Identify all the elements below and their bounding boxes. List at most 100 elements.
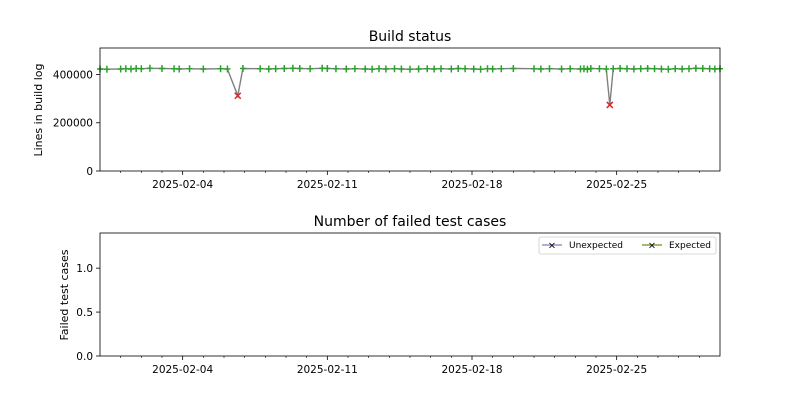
successful-build-marker	[455, 65, 462, 72]
failed-tests-title: Number of failed test cases	[314, 214, 507, 230]
successful-build-marker	[431, 65, 438, 73]
successful-build-marker	[171, 65, 178, 73]
failed-tests-chart: Number of failed test cases Failed test …	[58, 214, 721, 376]
successful-build-marker	[651, 65, 658, 73]
failed-tests-x-tick-label: 2025-02-11	[297, 364, 358, 376]
failed-tests-ylabel: Failed test cases	[58, 249, 71, 340]
successful-build-marker	[176, 65, 183, 73]
failed-tests-x-tick-label: 2025-02-25	[586, 364, 647, 376]
successful-build-marker	[146, 64, 153, 72]
successful-build-marker	[289, 64, 296, 72]
successful-build-marker	[257, 65, 264, 73]
build-status-y-tick-label: 0	[86, 166, 93, 178]
successful-build-marker	[382, 65, 389, 73]
successful-build-marker	[637, 65, 644, 73]
successful-build-marker	[332, 65, 339, 73]
failed-tests-x-tick-label: 2025-02-04	[152, 364, 213, 376]
build-status-x-tick-label: 2025-02-04	[152, 179, 213, 191]
successful-build-marker	[699, 65, 706, 72]
successful-build-marker	[424, 65, 431, 73]
successful-build-marker	[484, 65, 491, 73]
failed-tests-y-axis: 0.0 0.5 1.0	[76, 263, 100, 363]
failed-tests-legend: × Unexpected × Expected	[538, 236, 717, 255]
successful-build-marker	[133, 65, 140, 72]
successful-build-marker	[281, 65, 288, 72]
legend-expected-label: Expected	[669, 241, 711, 251]
failed-tests-x-tick-label: 2025-02-18	[441, 364, 502, 376]
successful-build-marker	[603, 65, 610, 73]
successful-build-marker	[415, 65, 422, 73]
successful-build-marker	[307, 65, 314, 73]
successful-build-marker	[679, 65, 686, 73]
successful-build-marker	[630, 65, 637, 73]
legend-unexpected-label: Unexpected	[569, 241, 623, 251]
successful-build-marker	[617, 65, 624, 72]
build-status-x-tick-label: 2025-02-18	[441, 179, 502, 191]
build-status-ylabel: Lines in build log	[32, 64, 45, 157]
successful-build-marker	[351, 65, 358, 73]
successful-build-marker	[319, 64, 326, 72]
successful-build-marker	[624, 65, 630, 73]
successful-build-marker	[644, 65, 651, 72]
successful-build-marker	[239, 65, 246, 72]
successful-build-marker	[596, 65, 603, 73]
legend-unexpected-marker: ×	[548, 241, 556, 252]
successful-build-marker	[128, 65, 134, 73]
successful-build-marker	[546, 65, 553, 73]
successful-build-marker	[692, 64, 699, 72]
build-status-y-axis: 0 200000 400000	[53, 69, 100, 178]
successful-build-marker	[343, 65, 350, 73]
successful-build-marker	[224, 65, 231, 73]
successful-build-marker	[672, 65, 679, 73]
successful-build-marker	[103, 65, 110, 73]
successful-build-marker	[272, 65, 279, 73]
successful-build-marker	[391, 65, 398, 73]
successful-build-marker	[489, 65, 496, 73]
successful-build-marker	[448, 65, 455, 73]
build-status-title: Build status	[369, 29, 452, 45]
successful-build-marker	[462, 65, 469, 73]
successful-build-marker	[117, 65, 124, 73]
failed-tests-y-tick-label: 0.0	[76, 351, 93, 363]
successful-build-marker	[407, 65, 413, 73]
successful-build-marker	[706, 65, 713, 73]
build-status-x-tick-label: 2025-02-25	[586, 179, 647, 191]
legend-box	[538, 236, 717, 255]
successful-build-marker	[686, 65, 692, 73]
build-status-frame	[99, 47, 721, 172]
build-status-y-tick-label: 200000	[53, 118, 93, 130]
successful-build-marker	[200, 65, 207, 73]
successful-build-marker	[587, 65, 594, 72]
build-status-x-tick-label: 2025-02-11	[297, 179, 358, 191]
successful-build-marker	[470, 65, 477, 73]
build-status-chart: Build status Lines in build log 2025-02-…	[32, 29, 723, 191]
failed-tests-x-axis: 2025-02-04 2025-02-11 2025-02-18 2025-02-25	[120, 356, 700, 376]
legend-expected-marker: ×	[648, 241, 656, 252]
successful-build-marker	[711, 65, 718, 73]
failed-build-marker	[606, 101, 614, 109]
failed-tests-y-tick-label: 0.5	[76, 307, 93, 319]
failed-tests-y-tick-label: 1.0	[76, 263, 93, 275]
successful-build-marker	[477, 65, 484, 73]
successful-build-marker	[510, 65, 517, 72]
successful-build-marker	[369, 65, 376, 73]
build-status-x-axis: 2025-02-04 2025-02-11 2025-02-18 2025-02-25	[120, 171, 700, 191]
build-status-plot-area	[97, 64, 723, 109]
successful-build-marker	[398, 65, 405, 73]
successful-build-marker	[138, 65, 145, 73]
successful-build-marker	[658, 65, 665, 73]
successful-build-marker	[498, 65, 505, 73]
successful-build-marker	[362, 65, 369, 73]
successful-build-marker	[558, 65, 565, 73]
successful-build-marker	[159, 65, 165, 72]
successful-build-marker	[122, 65, 129, 73]
successful-build-marker	[376, 65, 382, 73]
successful-build-marker	[537, 65, 544, 73]
build-status-y-tick-label: 400000	[53, 69, 93, 81]
successful-build-marker	[324, 65, 331, 72]
successful-build-marker	[265, 65, 272, 73]
successful-build-marker	[217, 65, 224, 73]
successful-build-marker	[567, 65, 574, 73]
successful-build-marker	[531, 65, 537, 73]
